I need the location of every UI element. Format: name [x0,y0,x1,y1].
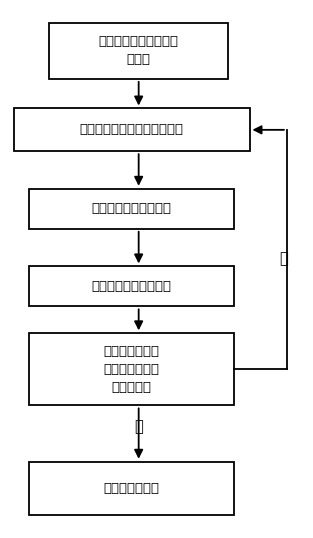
Bar [14,109,249,151]
Bar [49,23,228,79]
Bar [29,266,234,307]
Text: 否: 否 [279,251,288,266]
Bar [29,462,234,515]
Bar [29,189,234,229]
Text: 判断各电磁波信
号中是否含有局
部放电信号: 判断各电磁波信 号中是否含有局 部放电信号 [104,345,160,394]
Bar [29,333,234,406]
Text: 数据采集系统采集电磁波信号: 数据采集系统采集电磁波信号 [80,123,184,136]
Text: 定位局部放电源: 定位局部放电源 [104,482,160,495]
Text: 是: 是 [134,420,143,434]
Text: 数字滤波去除干扰信号: 数字滤波去除干扰信号 [92,280,172,293]
Text: 设置天线阵列接收电磁
波信号: 设置天线阵列接收电磁 波信号 [99,36,179,66]
Text: 硬件滤波去除干扰信号: 硬件滤波去除干扰信号 [92,202,172,215]
